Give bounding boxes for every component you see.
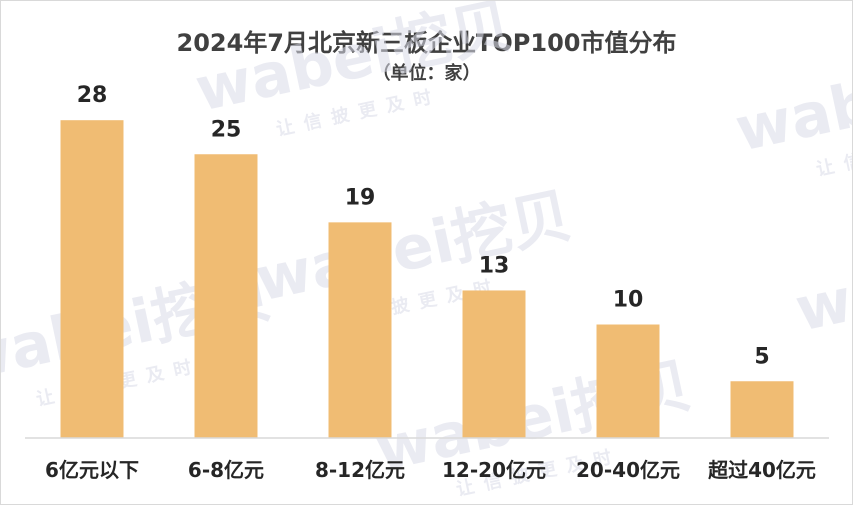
bar	[194, 154, 258, 438]
watermark-logo: wabei挖贝	[730, 31, 852, 166]
category-label: 12-20亿元	[442, 458, 546, 482]
category-label: 超过40亿元	[707, 458, 816, 482]
bar	[730, 381, 794, 438]
labels-group: 28 6亿元以下 25 6-8亿元 19 8-12亿元 13 12-20亿元 10 20-40亿元…	[45, 83, 816, 482]
category-label: 20-40亿元	[576, 458, 680, 482]
bar	[462, 290, 526, 438]
data-label: 28	[77, 83, 108, 108]
data-label: 19	[345, 185, 376, 210]
bar	[60, 120, 124, 438]
data-label: 13	[479, 253, 510, 278]
category-label: 6亿元以下	[45, 458, 139, 482]
category-label: 6-8亿元	[188, 458, 264, 482]
chart-title: 2024年7月北京新三板企业TOP100市值分布	[176, 29, 677, 57]
data-label: 5	[754, 344, 769, 369]
chart-subtitle: （单位：家）	[372, 63, 481, 84]
bars-group	[60, 120, 794, 438]
watermark-logo: wabei挖贝	[790, 211, 852, 346]
category-label: 8-12亿元	[315, 458, 405, 482]
data-label: 10	[613, 288, 644, 313]
bar	[328, 222, 392, 438]
data-label: 25	[211, 117, 242, 142]
bar	[596, 324, 660, 438]
